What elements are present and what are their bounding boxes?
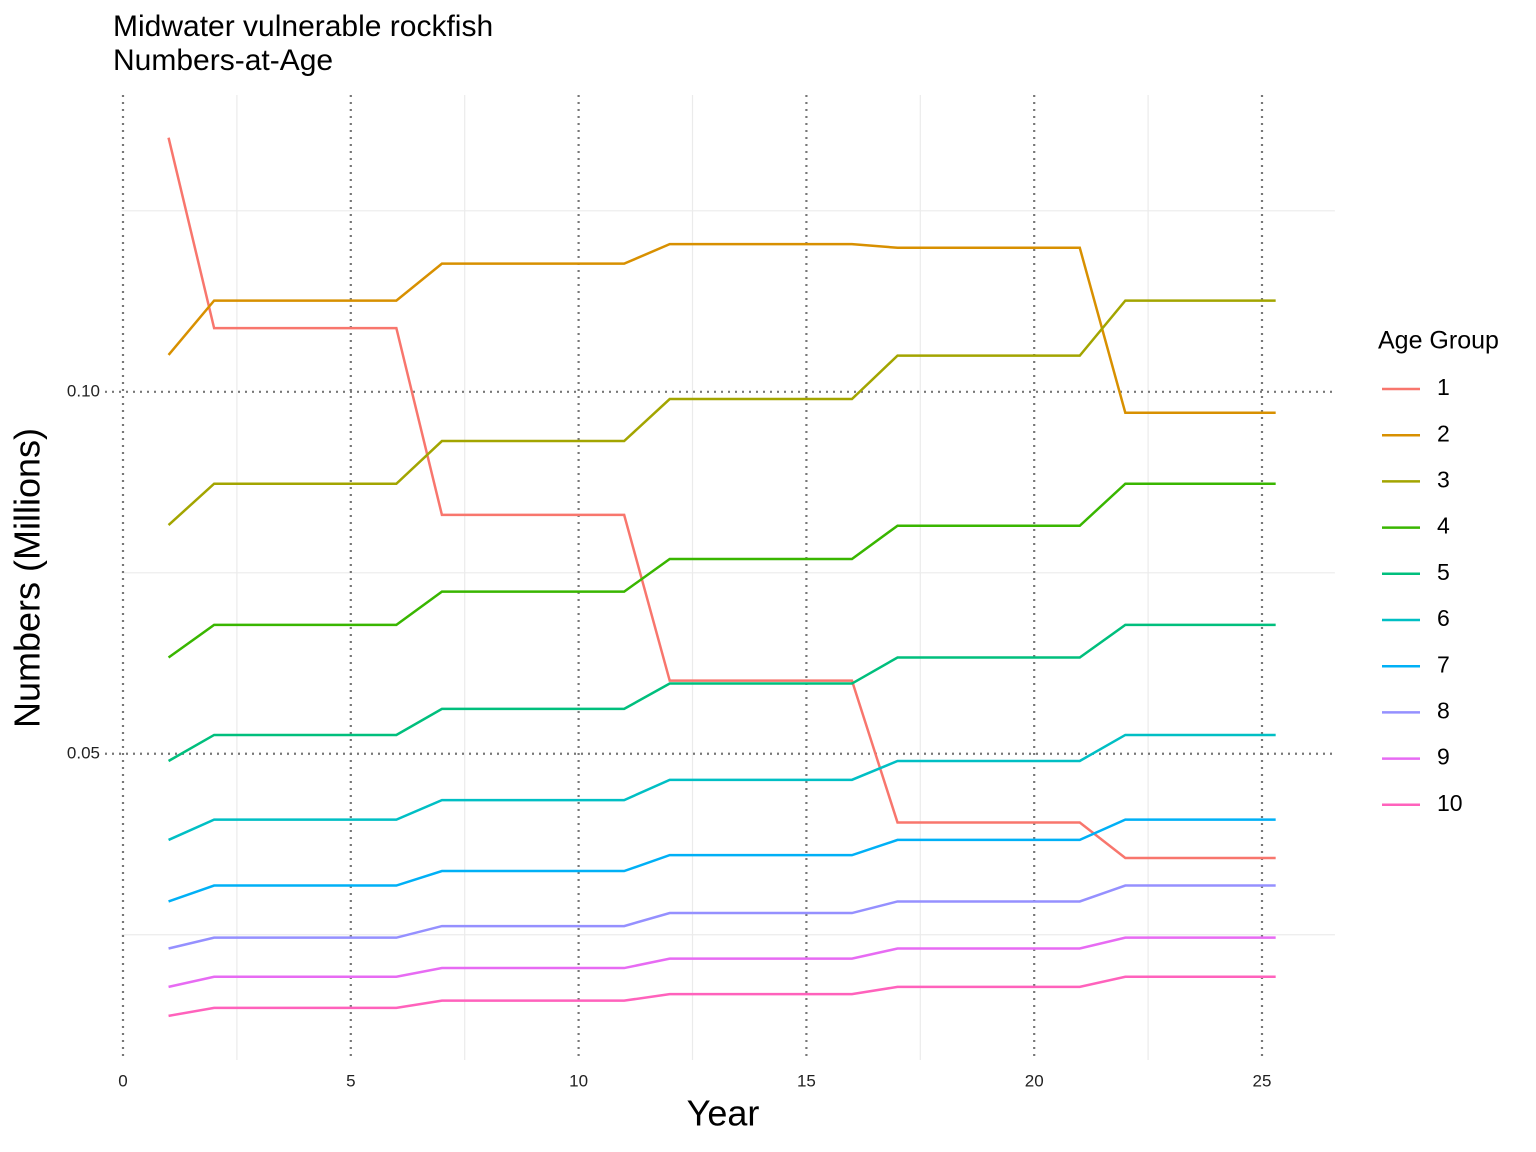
series-line	[167, 482, 1276, 659]
series-line	[168, 818, 1276, 903]
legend-label: 5	[1437, 559, 1450, 585]
x-tick-label: 5	[346, 1071, 355, 1090]
legend-label: 9	[1437, 744, 1450, 770]
y-tick-label: 0.05	[67, 743, 100, 762]
series-line	[167, 299, 1276, 526]
series-line	[168, 884, 1276, 950]
legend-label: 8	[1437, 697, 1450, 723]
legend-label: 6	[1437, 605, 1450, 631]
series-line	[167, 623, 1276, 763]
x-tick-label: 0	[118, 1071, 127, 1090]
x-tick-label: 25	[1253, 1071, 1272, 1090]
series-line	[167, 242, 1276, 415]
x-tick-label: 20	[1025, 1071, 1044, 1090]
legend-label: 7	[1437, 651, 1450, 677]
series-line	[168, 936, 1276, 989]
chart-subtitle: Numbers-at-Age	[113, 44, 333, 77]
x-tick-label: 10	[569, 1071, 588, 1090]
legend-label: 2	[1437, 420, 1450, 446]
y-axis-label: Numbers (Millions)	[7, 428, 48, 728]
legend-label: 1	[1437, 374, 1450, 400]
x-tick-label: 15	[797, 1071, 816, 1090]
x-axis-label: Year	[687, 1093, 760, 1134]
legend-title: Age Group	[1378, 327, 1499, 355]
y-tick-label: 0.10	[67, 381, 100, 400]
series-line	[168, 733, 1276, 842]
legend-label: 10	[1437, 790, 1463, 816]
series-line	[168, 975, 1276, 1018]
legend-label: 4	[1437, 513, 1450, 539]
legend-label: 3	[1437, 466, 1450, 492]
chart-title: Midwater vulnerable rockfish	[113, 10, 493, 43]
